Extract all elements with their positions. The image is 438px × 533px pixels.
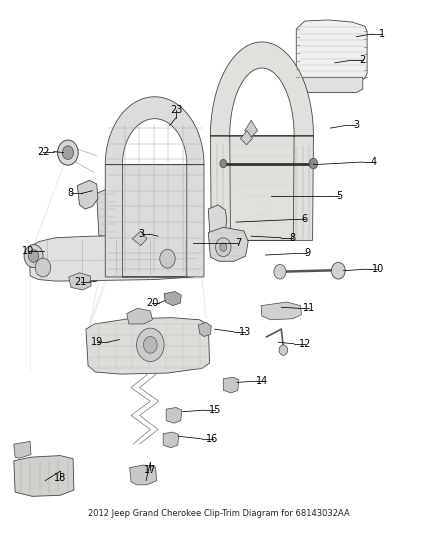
Text: 1: 1 bbox=[379, 29, 385, 39]
Text: 2: 2 bbox=[360, 55, 366, 65]
Text: 3: 3 bbox=[139, 229, 145, 239]
Text: 5: 5 bbox=[336, 191, 343, 201]
Circle shape bbox=[160, 249, 175, 268]
Polygon shape bbox=[208, 205, 227, 246]
Text: 7: 7 bbox=[235, 238, 241, 248]
Polygon shape bbox=[105, 97, 204, 277]
Text: 3: 3 bbox=[353, 120, 360, 131]
Polygon shape bbox=[208, 228, 248, 261]
Text: 13: 13 bbox=[239, 327, 251, 337]
Polygon shape bbox=[86, 318, 209, 374]
Circle shape bbox=[220, 243, 227, 252]
Text: 10: 10 bbox=[372, 264, 384, 274]
Polygon shape bbox=[210, 42, 314, 240]
Polygon shape bbox=[261, 302, 301, 320]
Polygon shape bbox=[198, 322, 211, 336]
Polygon shape bbox=[240, 131, 252, 145]
Polygon shape bbox=[127, 308, 152, 324]
Text: 12: 12 bbox=[299, 339, 311, 349]
Circle shape bbox=[144, 336, 157, 353]
Text: 4: 4 bbox=[371, 157, 377, 167]
Circle shape bbox=[28, 250, 39, 262]
Polygon shape bbox=[130, 465, 157, 485]
Polygon shape bbox=[166, 408, 182, 423]
Text: 21: 21 bbox=[74, 277, 87, 287]
Polygon shape bbox=[14, 456, 74, 496]
Circle shape bbox=[215, 238, 231, 256]
Text: 22: 22 bbox=[37, 147, 49, 157]
Polygon shape bbox=[164, 292, 181, 306]
Text: 6: 6 bbox=[302, 214, 308, 224]
Text: 8: 8 bbox=[289, 233, 295, 243]
Circle shape bbox=[62, 146, 74, 159]
Text: 23: 23 bbox=[170, 105, 182, 115]
Text: 20: 20 bbox=[146, 298, 159, 308]
Text: 9: 9 bbox=[304, 248, 310, 259]
Polygon shape bbox=[29, 235, 202, 281]
Circle shape bbox=[220, 159, 227, 168]
Text: 15: 15 bbox=[208, 405, 221, 415]
Circle shape bbox=[279, 345, 288, 356]
Text: 17: 17 bbox=[144, 465, 156, 475]
Polygon shape bbox=[69, 273, 91, 290]
Polygon shape bbox=[14, 441, 31, 458]
Text: 2012 Jeep Grand Cherokee Clip-Trim Diagram for 68143032AA: 2012 Jeep Grand Cherokee Clip-Trim Diagr… bbox=[88, 508, 350, 518]
Polygon shape bbox=[163, 432, 179, 448]
Polygon shape bbox=[223, 377, 239, 393]
Circle shape bbox=[309, 158, 318, 169]
Circle shape bbox=[332, 262, 345, 279]
Text: 11: 11 bbox=[303, 303, 315, 313]
Text: 18: 18 bbox=[54, 473, 66, 483]
Polygon shape bbox=[78, 180, 98, 209]
Text: 19: 19 bbox=[91, 337, 103, 347]
Circle shape bbox=[274, 264, 286, 279]
Circle shape bbox=[137, 328, 164, 361]
Polygon shape bbox=[303, 77, 363, 93]
Polygon shape bbox=[296, 20, 367, 83]
Circle shape bbox=[35, 258, 51, 277]
Text: 14: 14 bbox=[256, 376, 268, 386]
Polygon shape bbox=[245, 120, 258, 137]
Text: 8: 8 bbox=[68, 188, 74, 198]
Polygon shape bbox=[132, 231, 147, 246]
Text: 10: 10 bbox=[22, 246, 34, 256]
Polygon shape bbox=[97, 189, 118, 238]
Text: 16: 16 bbox=[206, 434, 219, 444]
Circle shape bbox=[58, 140, 78, 165]
Circle shape bbox=[24, 245, 43, 268]
